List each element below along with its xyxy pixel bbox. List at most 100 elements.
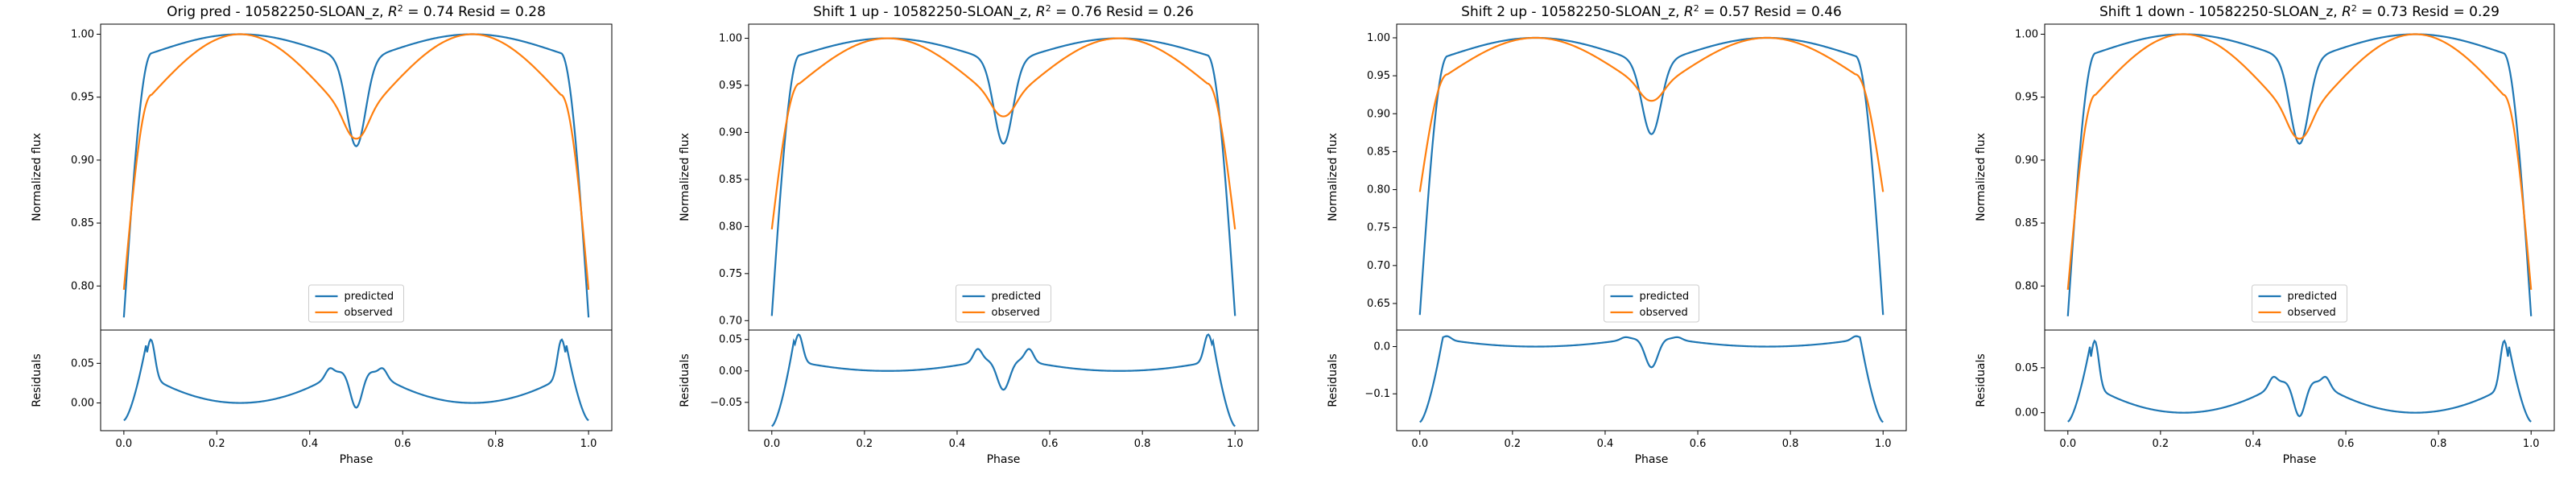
chart-panel-1: Orig pred - 10582250-SLOAN_z, R2 = 0.74 … [31, 3, 613, 466]
title-superscript: 2 [1694, 3, 1699, 14]
residual-axes-frame [748, 329, 1259, 431]
xtick-label: 0.2 [857, 438, 873, 450]
title-prefix: Shift 1 up - 10582250-SLOAN_z, [813, 4, 1036, 20]
flux-ytick-label: 0.95 [2015, 92, 2038, 104]
chart-title: Shift 2 up - 10582250-SLOAN_z, R2 = 0.57… [1461, 3, 1842, 21]
flux-y-axis-label: Normalized flux [679, 133, 691, 221]
flux-ytick-label: 0.95 [719, 80, 742, 92]
residual-ytick-label: 0.00 [719, 365, 742, 378]
xtick-label: 0.6 [1042, 438, 1059, 450]
xtick-label: 0.0 [2059, 438, 2076, 450]
xtick-label: 0.8 [2430, 438, 2447, 450]
xtick-label: 0.8 [1782, 438, 1799, 450]
xtick-label: 0.8 [487, 438, 504, 450]
legend-label-predicted: predicted [2288, 291, 2338, 303]
legend-label-predicted: predicted [345, 291, 394, 303]
xtick-label: 0.6 [1690, 438, 1707, 450]
flux-ytick-label: 0.90 [71, 155, 94, 167]
flux-ytick-label: 1.00 [719, 33, 742, 45]
flux-ytick-label: 0.95 [1367, 70, 1390, 82]
chart-panel-4: Shift 1 down - 10582250-SLOAN_z, R2 = 0.… [1975, 3, 2555, 466]
residual-line [771, 333, 1236, 427]
flux-ytick-label: 0.65 [1367, 298, 1390, 310]
flux-ytick-label: 0.75 [1367, 222, 1390, 234]
xtick-label: 0.2 [208, 438, 225, 450]
series-line-observed [2066, 33, 2533, 291]
x-axis-label: Phase [340, 453, 374, 466]
residual-axes-frame [100, 329, 613, 431]
residual-ytick-label: −0.1 [1364, 388, 1390, 400]
xtick-label: 0.4 [949, 438, 966, 450]
chart-panel-2: Shift 1 up - 10582250-SLOAN_z, R2 = 0.76… [679, 3, 1259, 466]
flux-ytick-label: 0.90 [719, 126, 742, 138]
chart-title: Orig pred - 10582250-SLOAN_z, R2 = 0.74 … [167, 3, 546, 21]
x-axis-label: Phase [987, 453, 1021, 466]
residual-y-axis-label: Residuals [1975, 353, 1988, 407]
flux-axes-frame [2044, 23, 2555, 331]
flux-ytick-label: 1.00 [2015, 29, 2038, 41]
residual-ytick-label: −0.05 [710, 397, 742, 409]
flux-ytick-label: 0.85 [1367, 146, 1390, 158]
legend-label-observed: observed [1640, 307, 1688, 319]
xtick-label: 0.8 [1134, 438, 1151, 450]
series-line-predicted [122, 33, 590, 318]
residual-ytick-label: 0.05 [71, 357, 94, 369]
legend-label-observed: observed [345, 307, 393, 319]
flux-y-axis-label: Normalized flux [1327, 133, 1340, 221]
title-prefix: Orig pred - 10582250-SLOAN_z, [167, 4, 388, 20]
residual-line [1419, 335, 1884, 423]
title-suffix: = 0.76 Resid = 0.26 [1051, 4, 1194, 20]
chart-panel-3: Shift 2 up - 10582250-SLOAN_z, R2 = 0.57… [1327, 3, 1907, 466]
residual-y-axis-label: Residuals [679, 353, 691, 407]
title-r: R [1036, 4, 1046, 20]
series-line-predicted [770, 37, 1236, 316]
xtick-label: 0.4 [2245, 438, 2262, 450]
series-line-observed [1418, 36, 1885, 192]
residual-ytick-label: 0.05 [2015, 362, 2038, 374]
flux-ytick-label: 0.85 [719, 174, 742, 186]
flux-ytick-label: 1.00 [1367, 32, 1390, 44]
xtick-label: 0.0 [763, 438, 780, 450]
title-r: R [388, 4, 398, 20]
xtick-label: 0.2 [2153, 438, 2169, 450]
residual-ytick-label: 0.0 [1373, 341, 1390, 353]
residual-ytick-label: 0.05 [719, 334, 742, 346]
residual-ytick-label: 0.00 [2015, 407, 2038, 419]
flux-ytick-label: 0.95 [71, 92, 94, 104]
legend-label-predicted: predicted [1640, 291, 1690, 303]
xtick-label: 0.4 [301, 438, 318, 450]
chart-title: Shift 1 up - 10582250-SLOAN_z, R2 = 0.76… [813, 3, 1194, 21]
xtick-label: 0.4 [1597, 438, 1614, 450]
flux-ytick-label: 0.75 [719, 268, 742, 280]
xtick-label: 0.0 [116, 438, 133, 450]
residual-y-axis-label: Residuals [31, 353, 43, 407]
series-line-observed [770, 37, 1236, 230]
chart-title: Shift 1 down - 10582250-SLOAN_z, R2 = 0.… [2099, 3, 2500, 21]
flux-y-axis-label: Normalized flux [31, 133, 43, 221]
flux-ytick-label: 0.80 [2015, 280, 2038, 292]
series-line-predicted [2066, 33, 2533, 316]
title-superscript: 2 [1046, 3, 1051, 14]
xtick-label: 0.6 [2338, 438, 2355, 450]
residual-line [123, 338, 589, 422]
flux-ytick-label: 1.00 [71, 29, 94, 41]
flux-ytick-label: 0.80 [719, 221, 742, 233]
title-suffix: = 0.57 Resid = 0.46 [1699, 4, 1842, 20]
flux-ytick-label: 0.85 [71, 217, 94, 229]
flux-ytick-label: 0.85 [2015, 217, 2038, 229]
xtick-label: 0.2 [1505, 438, 1521, 450]
flux-ytick-label: 0.90 [1367, 108, 1390, 120]
legend-label-predicted: predicted [992, 291, 1042, 303]
flux-ytick-label: 0.70 [719, 315, 742, 327]
residual-axes-frame [2044, 329, 2555, 431]
flux-ytick-label: 0.80 [1367, 184, 1390, 196]
title-r: R [1684, 4, 1694, 20]
residual-y-axis-label: Residuals [1327, 353, 1340, 407]
x-axis-label: Phase [1635, 453, 1669, 466]
series-line-predicted [1418, 36, 1885, 316]
title-prefix: Shift 1 down - 10582250-SLOAN_z, [2099, 4, 2342, 20]
title-suffix: = 0.74 Resid = 0.28 [403, 4, 546, 20]
flux-axes-frame [100, 23, 613, 331]
xtick-label: 1.0 [1875, 438, 1892, 450]
